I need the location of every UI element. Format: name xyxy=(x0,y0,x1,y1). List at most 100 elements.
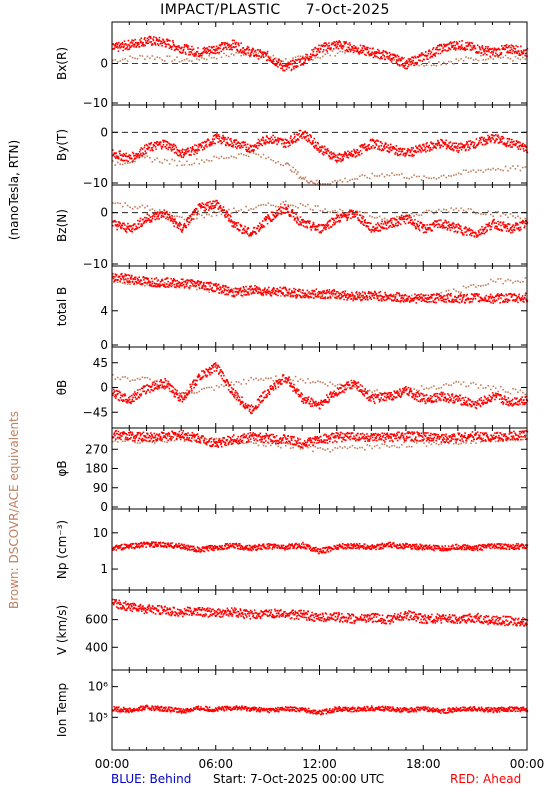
data-point xyxy=(429,52,432,55)
data-point xyxy=(420,221,423,224)
data-point xyxy=(188,164,191,166)
data-point xyxy=(386,394,388,397)
data-point xyxy=(215,384,218,387)
data-point xyxy=(404,67,406,69)
data-point xyxy=(240,291,243,294)
data-point xyxy=(430,51,433,53)
data-point xyxy=(158,39,160,41)
data-point xyxy=(208,206,211,208)
data-point xyxy=(200,54,202,57)
data-point xyxy=(379,229,382,232)
data-point xyxy=(447,297,449,299)
data-point xyxy=(331,152,334,155)
data-point xyxy=(387,297,390,300)
data-point xyxy=(124,43,127,45)
data-point xyxy=(205,140,208,143)
data-point xyxy=(200,285,203,288)
data-point xyxy=(439,297,442,300)
data-point xyxy=(254,231,257,233)
data-point xyxy=(115,43,117,45)
data-point xyxy=(215,199,217,202)
data-point xyxy=(305,222,307,224)
data-point xyxy=(296,59,298,62)
data-point xyxy=(124,282,126,285)
data-point xyxy=(292,57,294,59)
data-point xyxy=(119,281,122,283)
data-point xyxy=(336,159,339,162)
data-point xyxy=(270,291,272,294)
data-point xyxy=(340,293,343,296)
data-point xyxy=(359,210,361,213)
data-point xyxy=(308,182,310,184)
data-point xyxy=(514,55,517,58)
data-point xyxy=(309,226,312,229)
data-point xyxy=(496,294,499,297)
data-point xyxy=(459,46,461,48)
data-point xyxy=(419,297,422,299)
data-point xyxy=(387,147,390,149)
data-point xyxy=(277,137,279,139)
data-point xyxy=(317,205,319,207)
data-point xyxy=(281,64,283,67)
data-point xyxy=(298,223,301,226)
data-point xyxy=(120,224,123,227)
data-point xyxy=(475,146,477,148)
data-point xyxy=(304,382,307,384)
data-point xyxy=(283,211,286,214)
data-point xyxy=(297,380,299,383)
data-point xyxy=(367,228,370,230)
data-point xyxy=(315,288,318,291)
data-point xyxy=(443,384,445,386)
data-point xyxy=(350,217,352,220)
data-point xyxy=(507,223,510,225)
data-point xyxy=(217,202,220,205)
data-point xyxy=(351,210,353,213)
data-point xyxy=(322,151,325,153)
data-point xyxy=(328,289,331,291)
data-point xyxy=(502,143,504,145)
data-point xyxy=(312,289,314,292)
data-point xyxy=(497,297,500,300)
data-point xyxy=(218,157,220,160)
data-point xyxy=(451,227,454,229)
data-point xyxy=(324,148,327,151)
data-point xyxy=(140,152,142,155)
data-point xyxy=(239,287,242,290)
data-point xyxy=(461,232,464,235)
data-point xyxy=(432,301,435,303)
data-point xyxy=(239,51,241,53)
data-point xyxy=(173,279,176,281)
data-point xyxy=(453,47,456,49)
data-point xyxy=(289,137,292,139)
data-point xyxy=(458,295,460,297)
data-point xyxy=(297,134,300,136)
data-point xyxy=(310,180,313,183)
data-point xyxy=(309,293,311,295)
data-point xyxy=(217,47,220,50)
data-point xyxy=(243,229,246,232)
data-point xyxy=(350,298,353,300)
data-point xyxy=(396,152,399,155)
data-point xyxy=(516,140,518,143)
data-point xyxy=(489,55,491,58)
data-point xyxy=(430,64,433,67)
data-point xyxy=(233,294,235,297)
data-point xyxy=(446,144,449,146)
data-point xyxy=(280,290,282,292)
data-point xyxy=(255,206,257,209)
data-point xyxy=(307,181,309,184)
data-point xyxy=(294,169,297,171)
data-point xyxy=(121,163,124,166)
data-point xyxy=(298,132,300,135)
data-point xyxy=(225,144,227,147)
series-ahead-by xyxy=(112,129,529,163)
data-point xyxy=(233,287,235,290)
data-point xyxy=(222,48,225,50)
data-point xyxy=(249,151,251,154)
data-point xyxy=(378,392,381,394)
data-point xyxy=(431,223,434,226)
data-point xyxy=(426,228,429,231)
data-point xyxy=(326,183,329,185)
data-point xyxy=(265,55,267,57)
data-point xyxy=(133,155,135,157)
